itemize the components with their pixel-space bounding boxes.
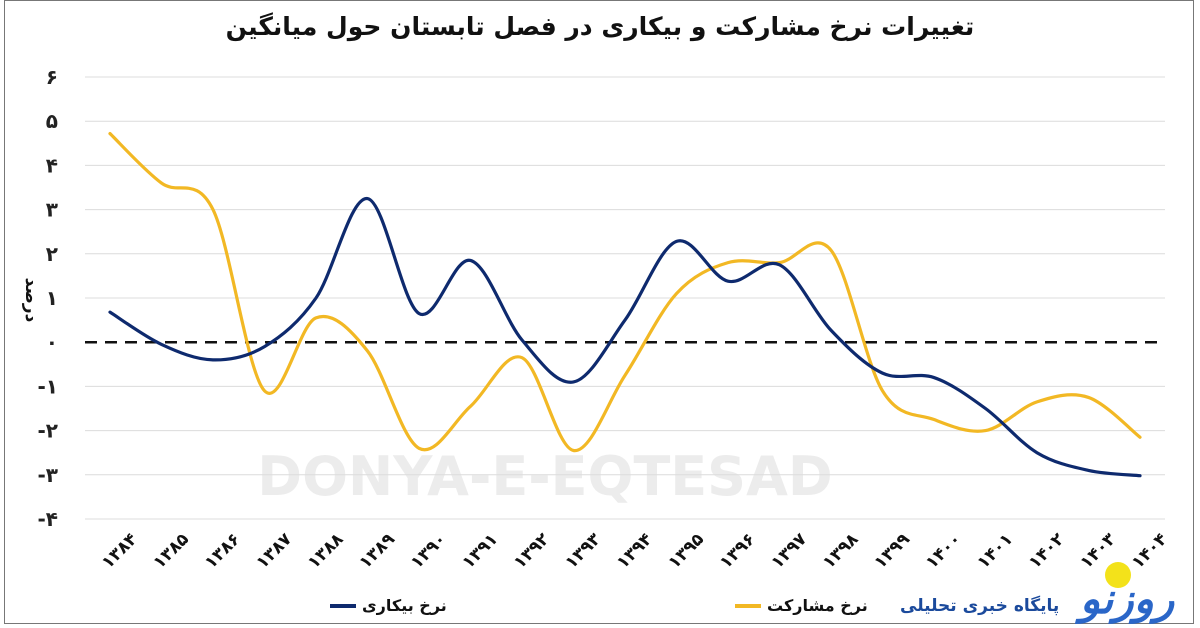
legend-item-participation: نرخ مشارکت [735,596,868,615]
y-tick-label: -۳ [37,463,58,487]
y-tick-label: -۴ [37,507,58,531]
legend-swatch [735,603,761,608]
y-tick-label: ۶ [46,65,58,89]
logo: پایگاه خبری تحلیلی روزنو [900,560,1190,623]
y-tick-label: ۰ [46,330,58,354]
legend-item-unemployment: نرخ بیکاری [330,596,447,615]
x-tick-label: ۱۳۹۷ [768,529,812,573]
x-tick-label: ۱۳۹۵ [665,529,708,572]
y-axis-label: درصد [21,278,41,323]
x-tick-label: ۱۳۹۲ [510,529,554,573]
legend-swatch [330,603,356,608]
legend-label: نرخ بیکاری [362,596,447,615]
x-tick-label: ۱۳۹۳ [562,529,606,573]
x-tick-label: ۱۳۸۷ [253,529,297,573]
logo-mark: روزنو [1080,574,1175,623]
y-tick-label: ۳ [46,198,58,222]
chart-frame [4,0,1194,624]
x-tick-label: ۱۳۹۸ [819,529,863,573]
chart-title: تغییرات نرخ مشارکت و بیکاری در فصل تابست… [225,12,975,41]
x-tick-label: ۱۳۹۰ [407,529,450,572]
x-tick-label: ۱۳۹۴ [613,529,656,572]
y-tick-label: ۴ [46,153,58,177]
x-tick-label: ۱۳۹۱ [459,529,502,572]
x-tick-label: ۱۳۸۴ [98,529,141,572]
y-tick-label: ۱ [46,286,58,310]
series-line-unemployment [108,196,1142,478]
logo-sun-icon [1105,562,1131,588]
logo-text: پایگاه خبری تحلیلی [900,596,1060,616]
y-tick-label: ۲ [46,242,58,266]
watermark: DONYA-E-EQTESAD [257,445,832,508]
y-tick-label: ۵ [46,109,58,133]
series-line-participation [108,131,1142,453]
x-tick-label: ۱۳۸۸ [304,529,348,573]
y-tick-label: -۱ [37,374,58,398]
x-tick-label: ۱۳۸۶ [201,529,244,572]
x-tick-label: ۱۳۹۶ [716,529,759,572]
x-tick-label: ۱۳۸۹ [356,529,400,573]
x-tick-label: ۱۳۸۵ [150,529,193,572]
y-tick-label: -۲ [37,419,58,443]
legend-label: نرخ مشارکت [767,596,868,615]
